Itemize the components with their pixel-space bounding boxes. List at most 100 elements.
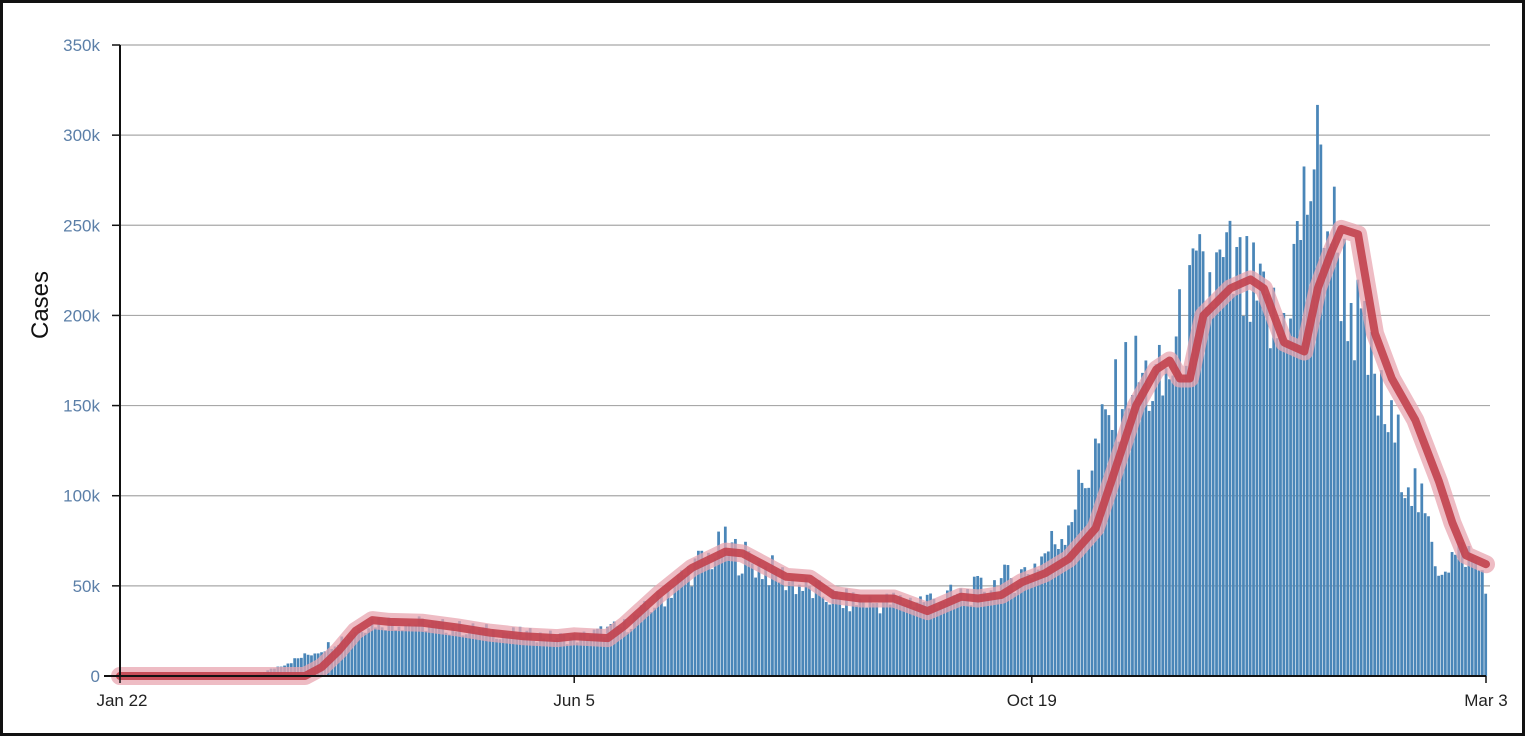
daily-bar <box>1474 560 1477 676</box>
daily-bar <box>1406 487 1410 676</box>
daily-bar <box>1484 593 1488 676</box>
daily-bar <box>1218 249 1222 676</box>
daily-bar <box>979 577 983 676</box>
daily-bar <box>471 623 475 676</box>
daily-bar <box>1393 442 1397 676</box>
daily-bar <box>683 575 687 676</box>
daily-bar <box>686 565 690 676</box>
daily-bar <box>858 598 862 676</box>
daily-bar <box>818 580 821 676</box>
daily-bar <box>478 629 482 676</box>
daily-bar <box>1100 404 1104 676</box>
daily-bar <box>357 628 360 676</box>
daily-bar <box>1201 251 1205 676</box>
daily-bar <box>1295 221 1299 677</box>
daily-bar <box>1437 575 1440 676</box>
daily-bar <box>1336 252 1340 676</box>
daily-bar <box>784 590 788 676</box>
daily-bar <box>865 607 869 676</box>
daily-bar <box>1030 578 1033 676</box>
daily-bar <box>1248 321 1252 676</box>
daily-bar <box>1275 338 1279 676</box>
daily-bar <box>932 598 936 676</box>
daily-bar <box>1164 368 1168 676</box>
daily-bar <box>996 597 1000 676</box>
daily-bar <box>532 640 535 676</box>
daily-bar <box>1440 574 1444 676</box>
daily-bar <box>999 578 1003 676</box>
daily-bar <box>572 634 576 676</box>
daily-bar <box>367 628 371 676</box>
daily-bar <box>633 614 636 676</box>
daily-bar <box>919 596 922 676</box>
daily-bar <box>1211 307 1215 676</box>
daily-bar <box>690 586 694 676</box>
daily-bar <box>1043 553 1047 676</box>
daily-bar <box>495 638 498 676</box>
daily-bar <box>1238 237 1242 676</box>
daily-bar <box>1120 409 1124 676</box>
daily-bar <box>908 597 912 676</box>
daily-bar <box>912 607 916 676</box>
daily-bar <box>1009 578 1013 676</box>
daily-bar <box>347 635 350 676</box>
daily-bar <box>1080 482 1084 676</box>
daily-bar <box>710 569 714 676</box>
daily-bar <box>821 596 825 676</box>
daily-bar <box>1309 201 1313 676</box>
daily-bar <box>384 630 387 676</box>
daily-bar <box>1046 551 1050 676</box>
daily-bar <box>777 582 781 676</box>
daily-bar <box>377 617 381 676</box>
x-tick-label: Jun 5 <box>553 691 595 710</box>
daily-bar <box>727 550 731 676</box>
daily-bar <box>421 618 424 676</box>
daily-bar <box>1255 300 1259 676</box>
daily-bar <box>841 608 845 676</box>
daily-bar <box>1316 104 1319 676</box>
daily-bar <box>1306 214 1309 676</box>
y-tick-label: 50k <box>73 577 101 596</box>
daily-bar <box>538 632 542 676</box>
daily-bar <box>1225 232 1229 676</box>
daily-bar <box>575 642 579 676</box>
daily-bar <box>1168 379 1171 676</box>
daily-bar <box>794 594 798 676</box>
daily-bar <box>1154 364 1158 676</box>
y-tick-label: 250k <box>63 216 100 235</box>
y-tick-label: 0 <box>91 667 100 686</box>
daily-bar <box>1299 240 1303 676</box>
daily-bar <box>898 595 902 676</box>
daily-bar <box>885 593 889 676</box>
daily-bar <box>771 555 774 676</box>
daily-bar <box>804 577 808 676</box>
daily-bar <box>353 632 357 676</box>
daily-bar <box>1262 271 1266 676</box>
daily-bar <box>548 630 552 676</box>
daily-bar <box>390 623 394 676</box>
daily-bar <box>404 625 408 676</box>
daily-bar <box>545 640 549 676</box>
daily-bar <box>612 621 616 676</box>
daily-bar <box>623 619 626 676</box>
daily-bar <box>878 613 882 676</box>
daily-bar <box>411 626 414 676</box>
x-tick-label: Oct 19 <box>1007 691 1057 710</box>
daily-bar <box>1033 563 1037 676</box>
daily-bar <box>1178 289 1181 676</box>
daily-bar <box>1174 336 1178 676</box>
daily-bar <box>744 541 747 676</box>
daily-bar <box>1443 571 1447 676</box>
daily-bar <box>1332 186 1336 676</box>
daily-bar <box>518 626 522 676</box>
daily-bar <box>468 629 471 676</box>
daily-bar <box>1245 236 1249 677</box>
daily-bar <box>1477 570 1481 676</box>
daily-bar <box>535 642 539 676</box>
daily-bar <box>522 637 525 676</box>
daily-bar <box>485 624 488 676</box>
daily-bar <box>1171 375 1175 676</box>
daily-bar <box>1006 565 1010 676</box>
daily-bar <box>747 551 751 676</box>
daily-bar <box>589 635 593 676</box>
